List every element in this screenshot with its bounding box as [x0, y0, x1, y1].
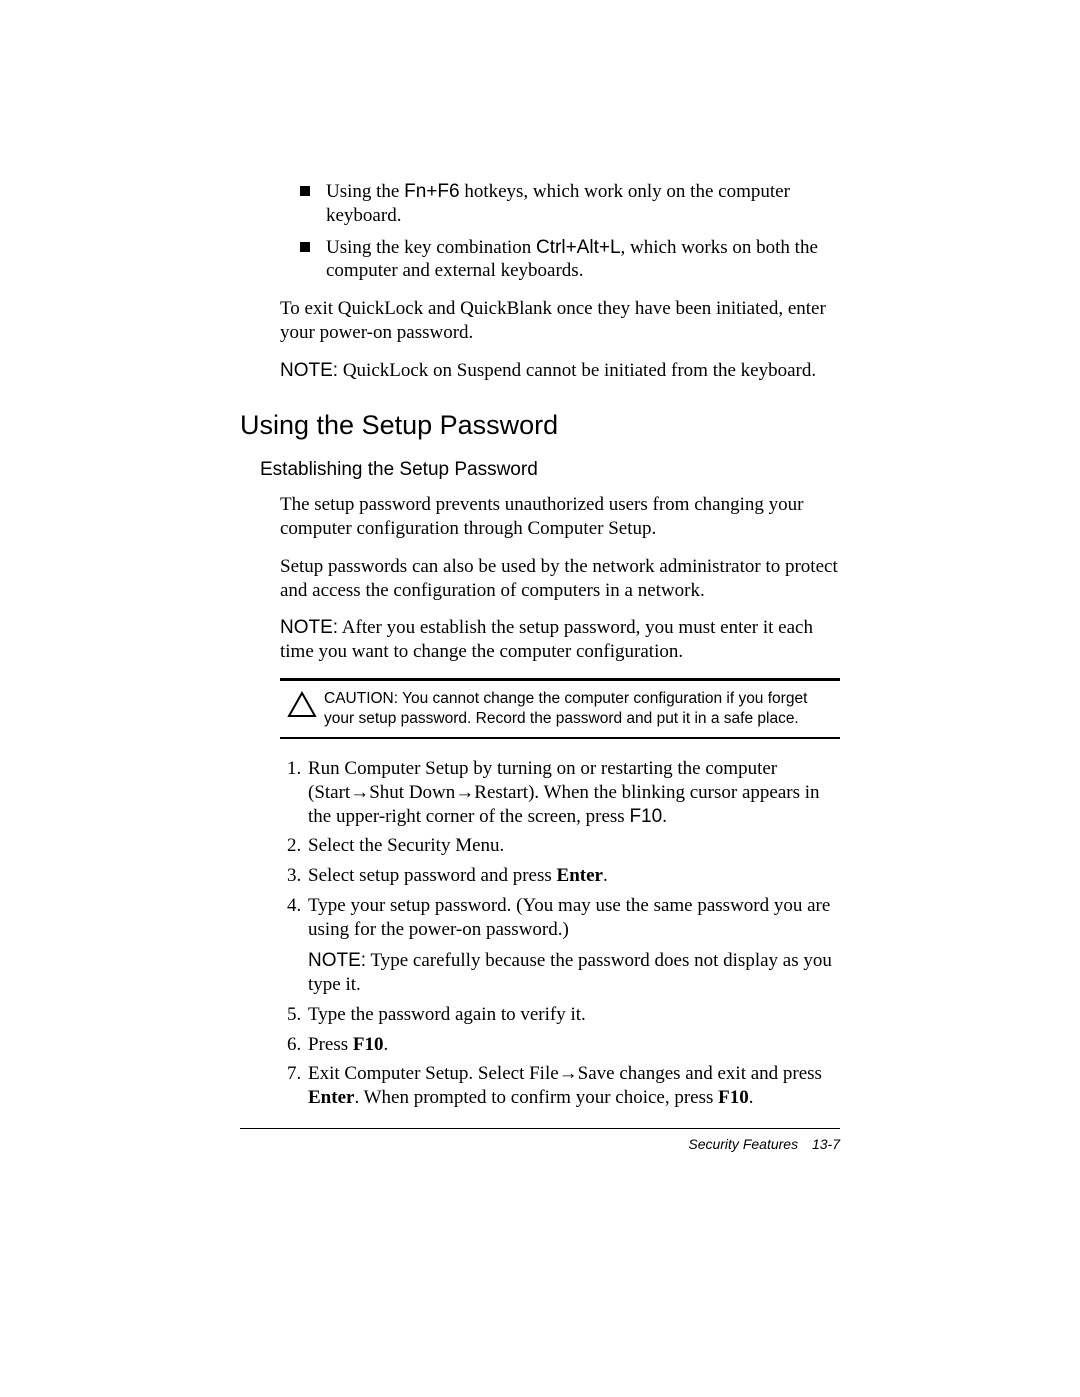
step-text: .: [749, 1087, 754, 1108]
bullet-text-pre: Using the key combination: [326, 237, 536, 258]
step-item: Select setup password and press Enter.: [306, 864, 840, 888]
step-bold: Enter: [308, 1087, 354, 1108]
step-text: . When prompted to confirm your choice, …: [354, 1087, 718, 1108]
note-paragraph: NOTE: After you establish the setup pass…: [280, 616, 840, 664]
step-text: Save changes and exit and press: [578, 1063, 822, 1084]
step-key: F10: [629, 806, 662, 827]
bullet-square-icon: [300, 242, 310, 252]
step-bold: F10: [353, 1034, 384, 1055]
steps-list: Run Computer Setup by turning on or rest…: [280, 757, 840, 1110]
bullet-key: Fn+F6: [404, 181, 459, 202]
note-label: NOTE:: [308, 950, 366, 971]
step-text: Select setup password and press: [308, 865, 557, 886]
caution-text: CAUTION: You cannot change the computer …: [324, 689, 840, 729]
subsection-heading: Establishing the Setup Password: [260, 459, 840, 481]
note-text: Type carefully because the password does…: [308, 950, 832, 995]
caution-box: CAUTION: You cannot change the computer …: [280, 678, 840, 739]
step-text: Type your setup password. (You may use t…: [308, 895, 830, 940]
step-bold: Enter: [557, 865, 603, 886]
footer-page-number: 13-7: [812, 1136, 840, 1152]
footer-title: Security Features: [688, 1136, 798, 1152]
note-text: QuickLock on Suspend cannot be initiated…: [338, 360, 816, 381]
page-footer: Security Features 13-7: [240, 1136, 840, 1152]
bullet-key: Ctrl+Alt+L: [536, 237, 620, 258]
step-bold: F10: [718, 1087, 749, 1108]
caution-triangle-icon: [280, 689, 324, 719]
note-text: After you establish the setup password, …: [280, 617, 813, 662]
body-paragraph: The setup password prevents unauthorized…: [280, 493, 840, 541]
note-label: NOTE:: [280, 360, 338, 381]
step-text: .: [603, 865, 608, 886]
step-text: Shut Down: [369, 782, 455, 803]
caution-label: CAUTION:: [324, 690, 398, 707]
note-paragraph: NOTE: QuickLock on Suspend cannot be ini…: [280, 359, 840, 383]
section-heading: Using the Setup Password: [240, 410, 840, 441]
step-text: Press: [308, 1034, 353, 1055]
bullet-item: Using the key combination Ctrl+Alt+L, wh…: [300, 236, 840, 284]
step-item: Select the Security Menu.: [306, 834, 840, 858]
step-item: Run Computer Setup by turning on or rest…: [306, 757, 840, 828]
footer-rule: [240, 1128, 840, 1129]
step-text: Exit Computer Setup. Select File: [308, 1063, 559, 1084]
bullet-text-pre: Using the: [326, 181, 404, 202]
bullet-item: Using the Fn+F6 hotkeys, which work only…: [300, 180, 840, 228]
bullet-square-icon: [300, 186, 310, 196]
step-item: Type the password again to verify it.: [306, 1003, 840, 1027]
step-text: .: [383, 1034, 388, 1055]
arrow-icon: →: [350, 782, 369, 803]
step-item: Exit Computer Setup. Select File→Save ch…: [306, 1062, 840, 1110]
exit-paragraph: To exit QuickLock and QuickBlank once th…: [280, 297, 840, 345]
arrow-icon: →: [455, 782, 474, 803]
body-paragraph: Setup passwords can also be used by the …: [280, 555, 840, 603]
note-label: NOTE:: [280, 617, 338, 638]
intro-bullet-list: Using the Fn+F6 hotkeys, which work only…: [240, 180, 840, 283]
step-item: Press F10.: [306, 1033, 840, 1057]
step-item: Type your setup password. (You may use t…: [306, 894, 840, 997]
arrow-icon: →: [559, 1063, 578, 1084]
step-text: .: [662, 806, 667, 827]
step-note: NOTE: Type carefully because the passwor…: [308, 949, 840, 997]
page-content: Using the Fn+F6 hotkeys, which work only…: [240, 180, 840, 1116]
